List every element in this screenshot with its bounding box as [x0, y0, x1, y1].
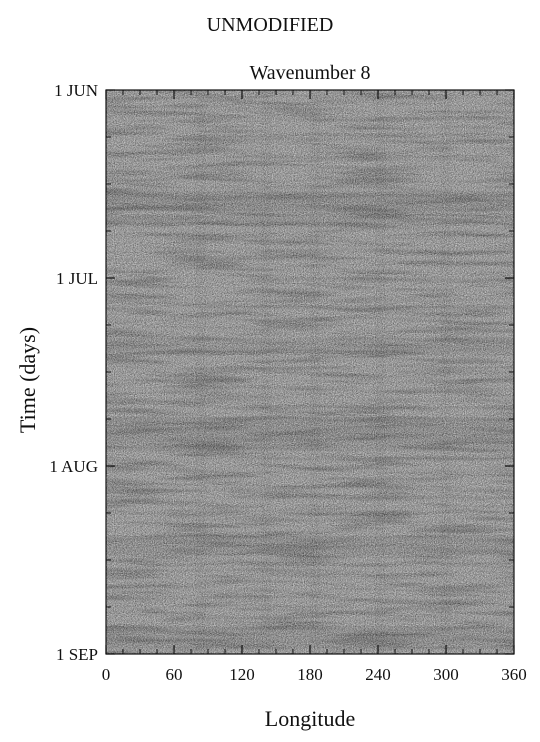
y-tick-label: 1 JUN	[54, 81, 98, 100]
figure-suptitle: UNMODIFIED	[206, 14, 334, 36]
grain-texture	[106, 90, 514, 654]
x-axis: 0 60 120 180 240 300 360	[102, 90, 527, 684]
field-area	[106, 90, 514, 654]
x-tick-label: 180	[297, 665, 323, 684]
y-tick-label: 1 JUL	[56, 269, 98, 288]
chart-title: Wavenumber 8	[249, 62, 371, 84]
y-tick-label: 1 AUG	[49, 457, 98, 476]
x-tick-label: 0	[102, 665, 111, 684]
y-tick-label: 1 SEP	[56, 645, 98, 664]
x-tick-label: 120	[229, 665, 255, 684]
x-axis-label: Longitude	[264, 706, 356, 731]
x-tick-label: 240	[365, 665, 391, 684]
x-tick-label: 60	[166, 665, 183, 684]
x-tick-label: 300	[433, 665, 459, 684]
y-axis: 1 JUN 1 JUL 1 AUG 1 SEP	[49, 81, 514, 664]
x-tick-label: 360	[501, 665, 527, 684]
